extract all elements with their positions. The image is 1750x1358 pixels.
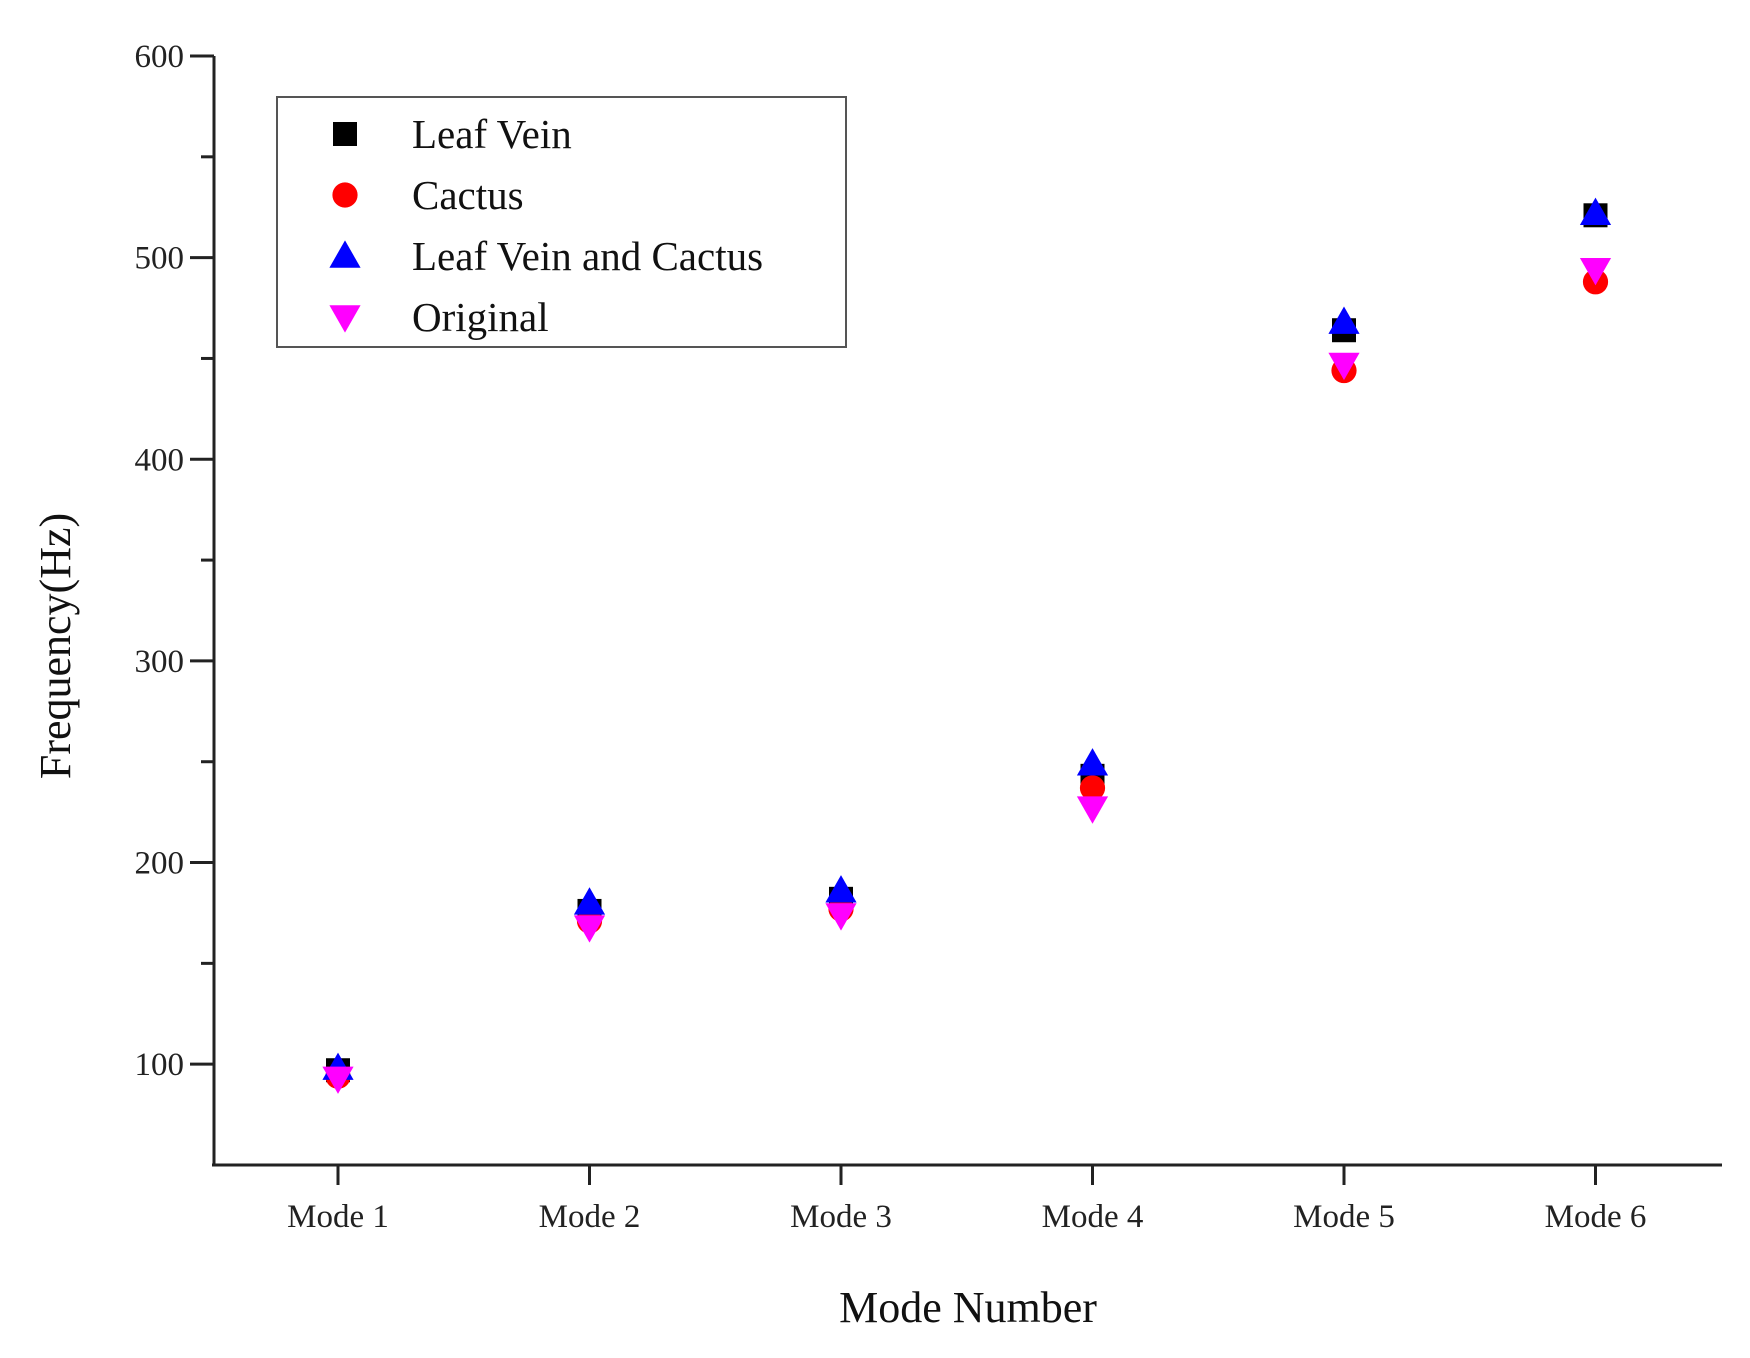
legend-symbol-square	[333, 122, 357, 146]
legend-label: Cactus	[412, 172, 524, 218]
x-tick-label: Mode 5	[1293, 1199, 1395, 1235]
legend-label: Original	[412, 294, 549, 340]
legend-label: Leaf Vein	[412, 111, 572, 157]
x-tick-label: Mode 3	[790, 1199, 892, 1235]
data-point-leaf-vein-and-cactus	[825, 875, 857, 903]
data-point-original	[1328, 352, 1360, 381]
data-point-cactus	[1079, 775, 1106, 801]
data-point-leaf-vein-and-cactus	[573, 887, 606, 915]
y-tick-label: 400	[135, 442, 185, 478]
x-axis-title: Mode Number	[839, 1283, 1097, 1332]
legend-symbol-triangle-down	[329, 305, 361, 333]
legend: Leaf Vein Cactus Leaf Vein and Cactus Origi…	[276, 96, 847, 348]
y-tick-label: 600	[135, 39, 185, 75]
data-point-leaf-vein-and-cactus	[1076, 748, 1109, 776]
y-tick-label: 100	[135, 1047, 185, 1083]
y-tick-label: 500	[135, 241, 185, 277]
legend-label: Leaf Vein and Cactus	[412, 233, 763, 279]
y-tick-label: 300	[135, 644, 185, 680]
x-tick-label: Mode 6	[1545, 1199, 1647, 1235]
x-ticks: Mode 1 Mode 2 Mode 3 Mode 4 Mode 5 Mode 6	[287, 1165, 1646, 1235]
data-point-leaf-vein-and-cactus	[1328, 306, 1360, 334]
y-ticks: 100 200 300 400 500 600	[135, 39, 214, 1083]
data-markers	[322, 197, 1612, 1094]
x-tick-label: Mode 2	[539, 1199, 641, 1235]
y-axis-title: Frequency(Hz)	[31, 513, 80, 779]
data-point-original	[1579, 258, 1612, 286]
data-point-original	[825, 903, 857, 931]
data-point-original	[573, 915, 606, 943]
data-point-original	[1076, 796, 1109, 824]
legend-symbol-triangle-up	[329, 240, 361, 268]
y-tick-label: 200	[135, 846, 185, 882]
x-tick-label: Mode 4	[1042, 1199, 1144, 1235]
x-tick-label: Mode 1	[287, 1199, 389, 1235]
data-point-leaf-vein-and-cactus	[1579, 197, 1612, 225]
legend-box	[276, 96, 847, 348]
legend-symbol-circle	[332, 182, 358, 208]
data-point-original	[322, 1066, 354, 1094]
legend-items: Leaf Vein Cactus Leaf Vein and Cactus Origi…	[329, 111, 763, 340]
